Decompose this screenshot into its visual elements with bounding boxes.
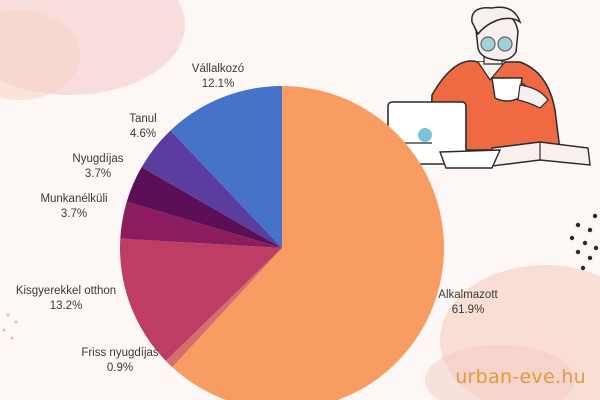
hand-shape [517,84,549,109]
slice-name: Tanul [129,113,157,125]
illustration-man-with-laptop [378,6,591,169]
slice-label-munkanelkuli: Munkanélküli 3.7% [40,193,107,220]
slice-percent: 3.7% [85,168,111,180]
hair-shape [471,6,522,36]
brand-watermark[interactable]: urban-eve.hu [455,366,586,388]
slice-label-tanul: Tanul 4.6% [129,113,157,140]
pie-slice-munkanelkuli[interactable] [120,201,283,248]
slice-percent: 13.2% [50,300,83,312]
glasses-left-icon [480,36,496,52]
pie-slice-nyugdijas[interactable] [126,167,283,248]
slice-name: Munkanélküli [40,193,107,205]
slice-percent: 4.6% [130,128,156,140]
pie-slice-vallalkozo[interactable] [170,86,282,248]
pie-chart [120,86,444,400]
pie-slice-alkalmazott[interactable] [172,86,444,400]
slice-name: Friss nyugdíjas [81,347,159,359]
slice-percent: 0.9% [107,362,133,374]
slice-label-nyugdijas: Nyugdíjas 3.7% [72,153,123,180]
dots-pattern-right [569,213,599,271]
cup-icon [491,77,523,102]
slice-name: Nyugdíjas [72,153,123,165]
book-icon [491,141,591,167]
laptop-logo-dot [418,128,432,142]
slice-percent: 3.7% [61,208,87,220]
slice-percent: 12.1% [202,78,235,90]
slice-name: Alkalmazott [438,289,498,301]
slice-label-vallalkozo: Vállalkozó 12.1% [192,63,244,90]
dots-pattern-left [2,313,18,340]
slice-label-friss-nyugdijas: Friss nyugdíjas 0.9% [81,347,159,374]
laptop-base [439,149,502,169]
pie-labels: Alkalmazott 61.9% Friss nyugdíjas 0.9% Kisgy… [16,63,499,374]
pie-slice-tanul[interactable] [141,130,282,248]
slice-percent: 61.9% [452,304,485,316]
pie-slice-friss-nyugdijas[interactable] [165,248,282,368]
glasses-right-icon [497,36,513,52]
pie-slice-kisgyerekkel-otthon[interactable] [120,238,282,361]
slice-name: Vállalkozó [192,63,244,75]
pink-blob-bottom-right [425,345,575,400]
slice-name: Kisgyerekkel otthon [16,285,116,297]
slice-label-alkalmazott: Alkalmazott 61.9% [438,289,498,316]
peach-blob-top-left [0,10,80,100]
collar-shape [477,61,506,82]
slice-label-kisgyerekkel-otthon: Kisgyerekkel otthon 13.2% [16,285,116,312]
